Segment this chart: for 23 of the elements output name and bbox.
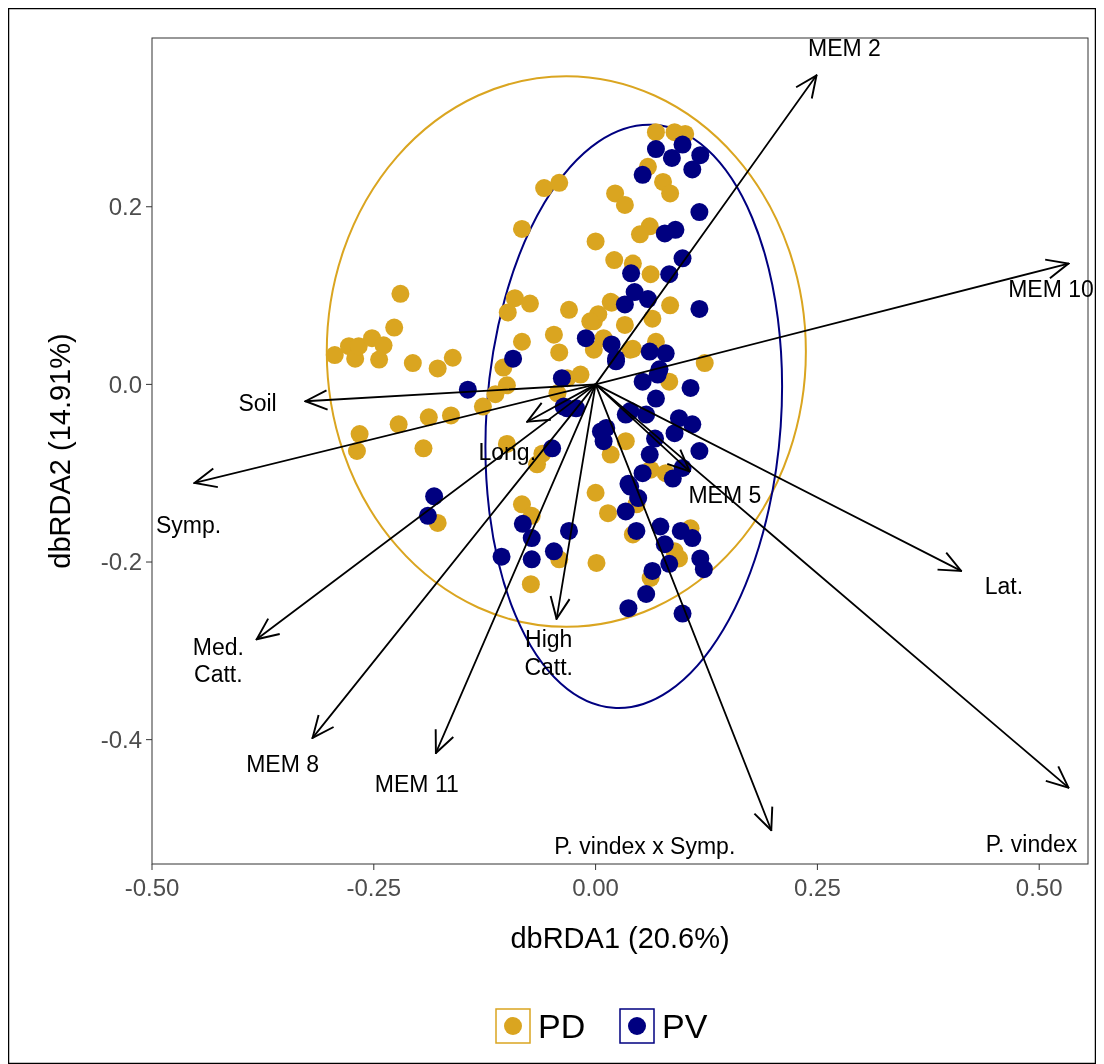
x-tick-label: 0.50 [1015, 874, 1063, 901]
y-tick-label: -0.4 [100, 726, 142, 754]
y-tick-label: 0.0 [108, 370, 142, 398]
series-label: P. vindex [985, 830, 1078, 857]
y-axis-title: dbRDA2 (14.91%) [44, 333, 76, 569]
x-tick-label: -0.50 [124, 874, 180, 901]
x-tick-label: -0.25 [346, 874, 402, 901]
x-tick-label: 0.25 [794, 874, 841, 901]
series-label: MEM 8 [246, 751, 320, 778]
series-label: Lat. [984, 573, 1024, 600]
series-label: Soil [238, 390, 277, 417]
series-label: MEM 10 [1008, 276, 1094, 303]
series-label: Symp. [155, 512, 222, 539]
x-axis-title: dbRDA1 (20.6%) [510, 922, 730, 954]
legend-label: PD [538, 1006, 586, 1045]
series-label: MEM 11 [374, 771, 459, 798]
series-label: Med. Catt. [192, 633, 244, 688]
series-label: P. vindex x Symp. [554, 833, 736, 860]
y-tick-label: -0.2 [100, 548, 142, 576]
y-tick-label: 0.2 [108, 193, 142, 221]
series-label: MEM 2 [808, 34, 881, 61]
legend-label: PV [662, 1006, 708, 1045]
x-tick-label: 0.00 [572, 874, 619, 901]
